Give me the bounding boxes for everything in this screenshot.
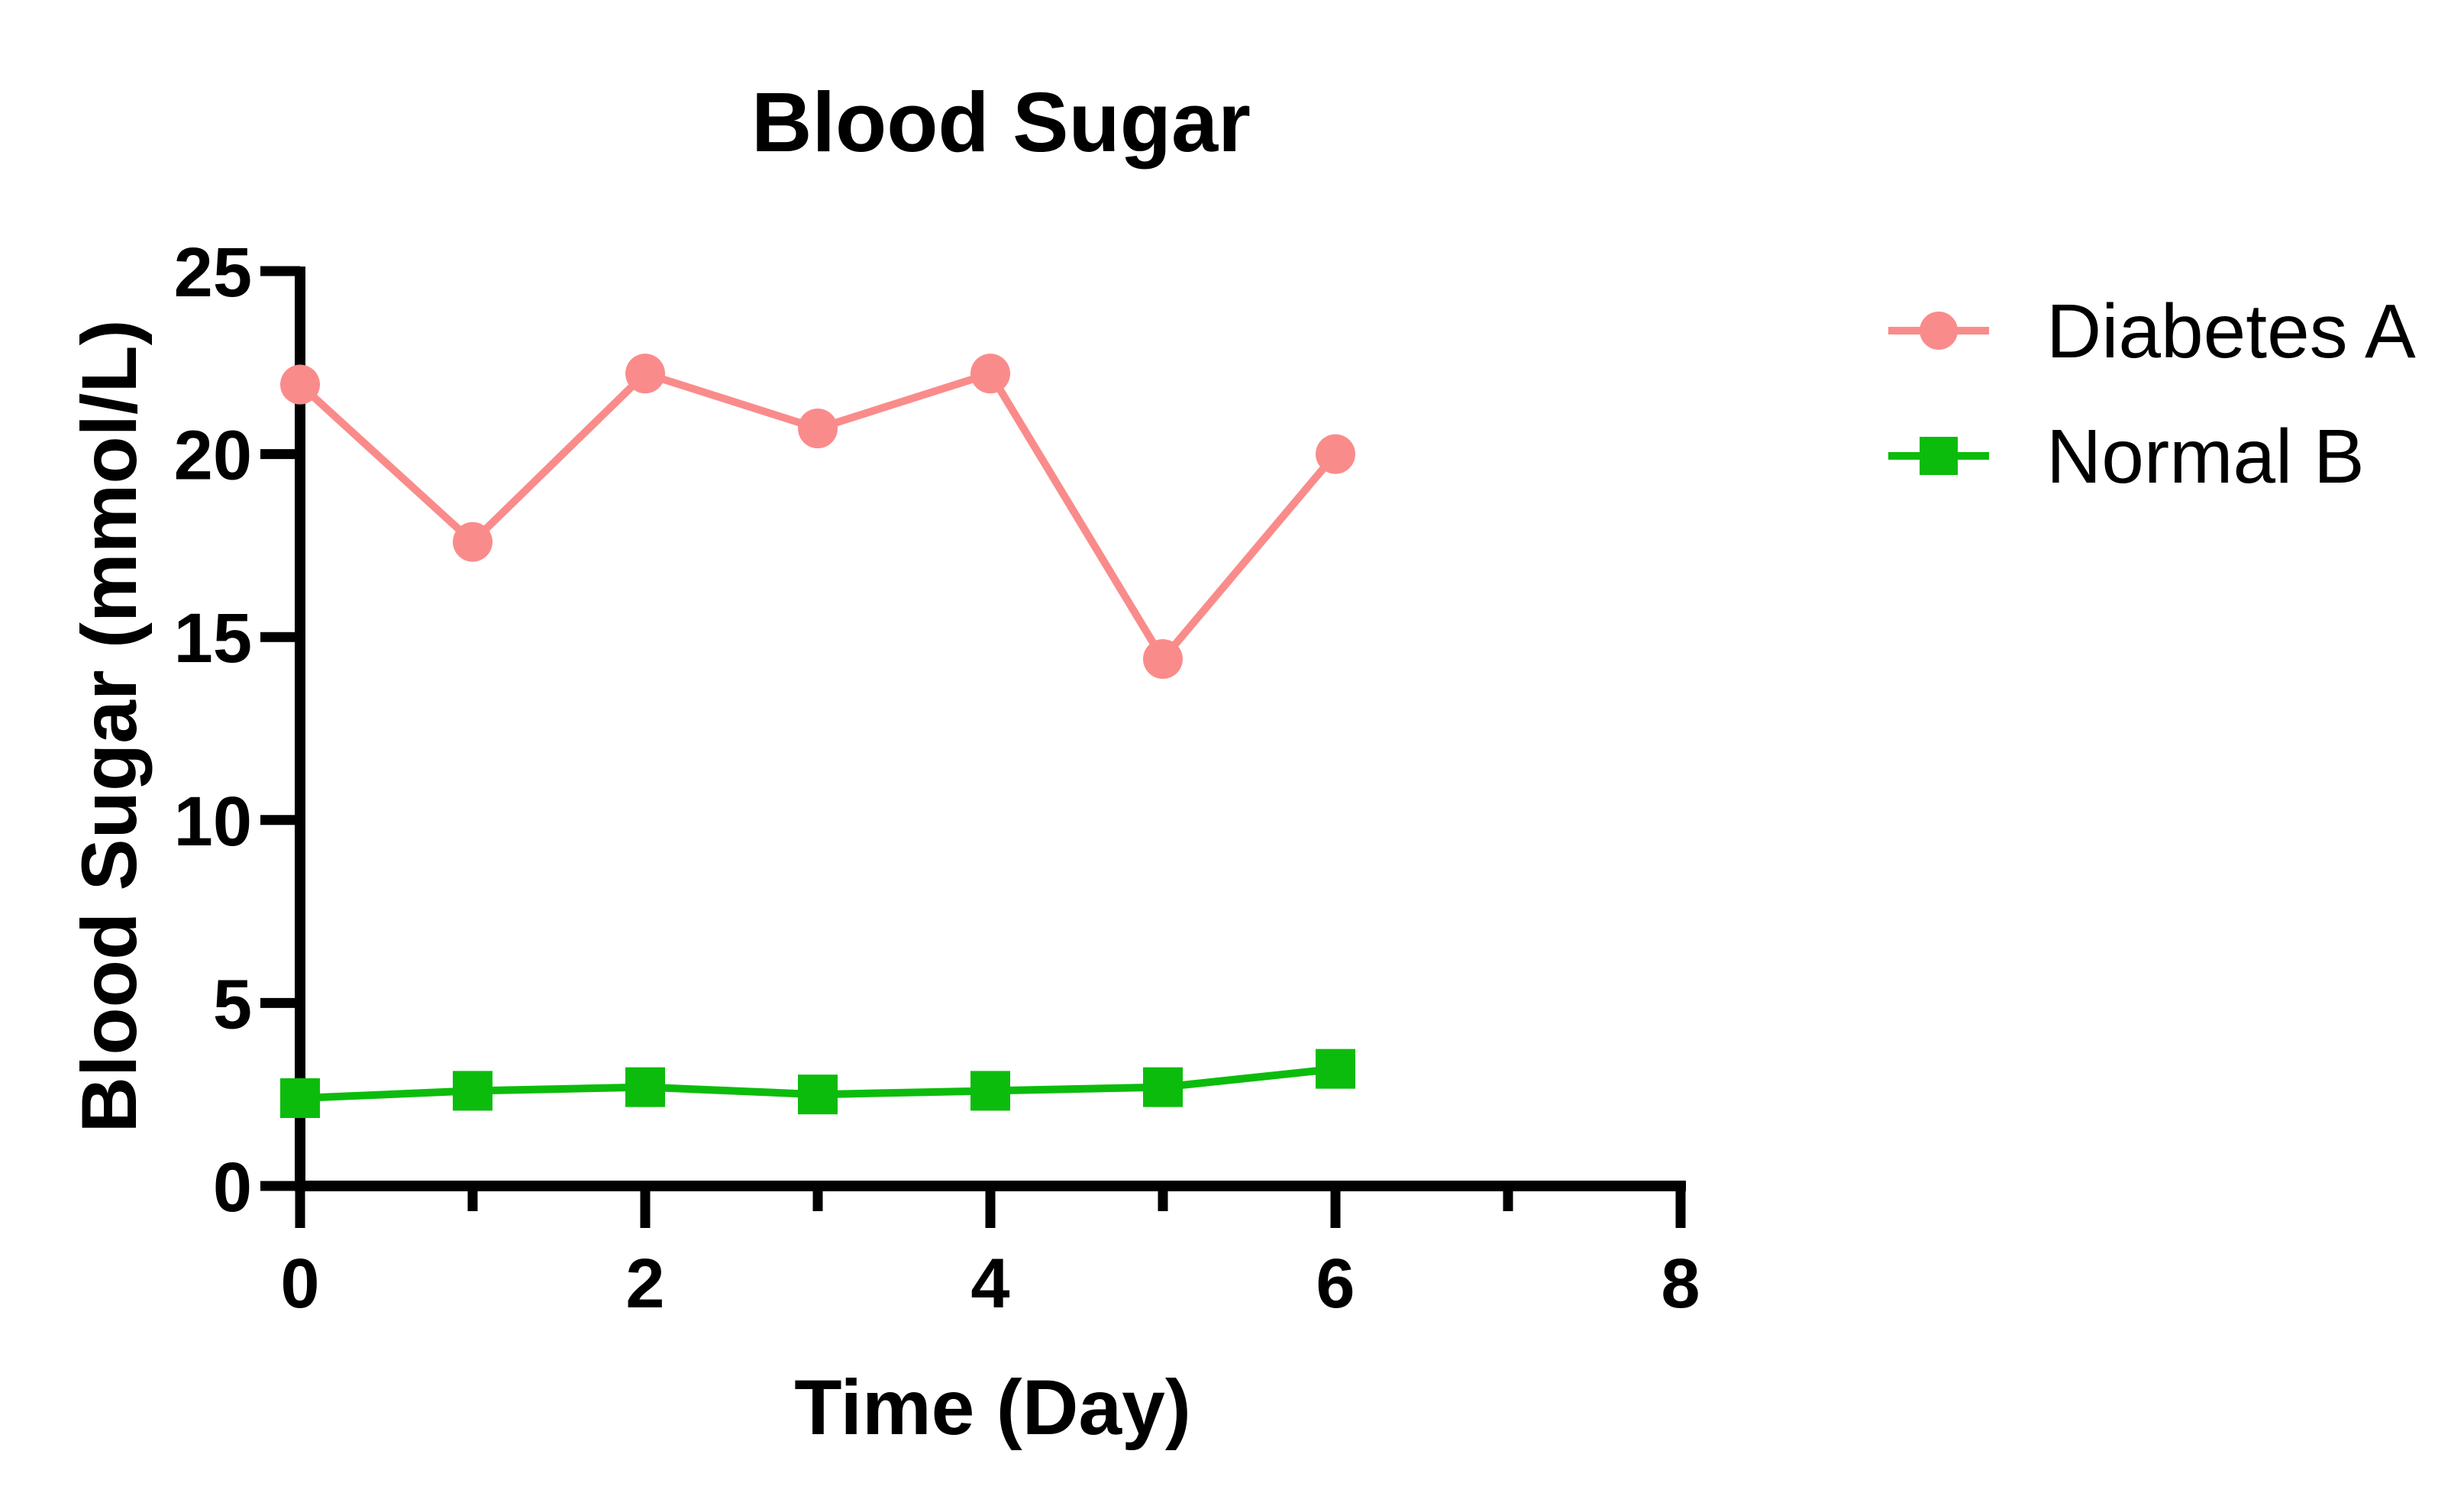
x-tick-label-2: 2 [625, 1245, 664, 1323]
point-normal-b-day5 [1143, 1067, 1183, 1107]
y-axis-title: Blood Sugar (mmol/L) [66, 319, 153, 1133]
y-tick-label-10: 10 [174, 783, 252, 861]
y-tick-label-5: 5 [213, 965, 252, 1043]
legend-entry-normal-b: Normal B [1888, 414, 2365, 499]
y-tick-label-15: 15 [174, 599, 252, 677]
point-diabetes-a-day0 [280, 364, 320, 405]
point-normal-b-day6 [1316, 1048, 1355, 1089]
legend: Diabetes A Normal B [1888, 289, 2416, 499]
y-tick-label-0: 0 [213, 1149, 252, 1226]
x-tick-label-4: 4 [970, 1245, 1009, 1323]
legend-entry-diabetes-a: Diabetes A [1888, 289, 2416, 374]
legend-marker-square-icon [1920, 437, 1958, 475]
point-normal-b-day0 [280, 1078, 320, 1118]
x-tick-label-8: 8 [1661, 1245, 1700, 1323]
point-diabetes-a-day2 [625, 354, 665, 394]
point-normal-b-day4 [970, 1071, 1010, 1111]
point-diabetes-a-day4 [970, 354, 1010, 394]
point-normal-b-day2 [625, 1067, 665, 1107]
axes: 0 5 10 15 20 25 0 2 4 6 8 [174, 234, 1700, 1323]
point-diabetes-a-day3 [798, 409, 838, 449]
point-diabetes-a-day1 [453, 522, 492, 562]
x-axis-title: Time (Day) [794, 1364, 1191, 1451]
x-tick-label-0: 0 [280, 1245, 319, 1323]
legend-label-diabetes-a: Diabetes A [2046, 289, 2416, 374]
series-container [280, 354, 1355, 1118]
series-normal-b [280, 1048, 1355, 1118]
x-tick-label-6: 6 [1316, 1245, 1355, 1323]
legend-marker-circle-icon [1920, 312, 1958, 350]
point-diabetes-a-day5 [1143, 638, 1183, 679]
series-diabetes-a [280, 354, 1355, 679]
chart-title: Blood Sugar [751, 76, 1251, 170]
point-diabetes-a-day6 [1316, 434, 1355, 474]
y-tick-label-25: 25 [174, 234, 252, 312]
y-tick-label-20: 20 [174, 417, 252, 495]
point-normal-b-day3 [798, 1074, 838, 1115]
point-normal-b-day1 [453, 1071, 492, 1111]
legend-label-normal-b: Normal B [2046, 414, 2365, 499]
